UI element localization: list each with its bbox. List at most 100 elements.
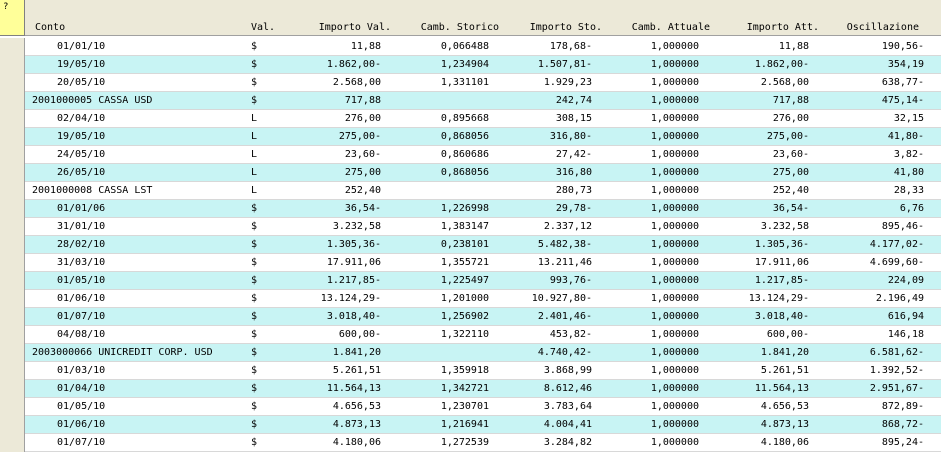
corner-select-button[interactable]: ? xyxy=(0,0,25,36)
cell-conto: 01/01/10 xyxy=(57,41,106,52)
cell-val: $ xyxy=(251,293,258,304)
row-selector[interactable] xyxy=(0,290,25,308)
table-row[interactable]: 04/08/10 $600,00- 1,322110 453,82- 1,000000 6… xyxy=(25,326,941,344)
cell-importo-att: 600,00- xyxy=(766,329,809,340)
cell-importo-val: 2.568,00 xyxy=(332,77,381,88)
column-header-importo-sto[interactable]: Importo Sto. xyxy=(529,22,602,33)
row-selector[interactable] xyxy=(0,254,25,272)
cell-importo-val: 1.862,00- xyxy=(326,59,381,70)
cell-oscillazione: 868,72- xyxy=(881,419,924,430)
cell-importo-sto: 993,76- xyxy=(549,275,592,286)
cell-val: $ xyxy=(251,437,258,448)
cell-conto: 28/02/10 xyxy=(57,239,106,250)
row-selector[interactable] xyxy=(0,344,25,362)
cell-camb-attuale: 1,000000 xyxy=(650,293,699,304)
table-row[interactable]: 01/06/10 $13.124,29- 1,201000 10.927,80- 1,0… xyxy=(25,290,941,308)
row-selector[interactable] xyxy=(0,308,25,326)
cell-camb-storico: 0,868056 xyxy=(440,167,489,178)
account-row[interactable]: 2003000066 UNICREDIT CORP. USD $1.841,20 4… xyxy=(25,344,941,362)
column-header-importo-att[interactable]: Importo Att. xyxy=(746,22,819,33)
cell-importo-sto: 5.482,38- xyxy=(537,239,592,250)
cell-oscillazione: 1.392,52- xyxy=(869,365,924,376)
row-selector[interactable] xyxy=(0,380,25,398)
row-selector[interactable] xyxy=(0,326,25,344)
row-selector[interactable] xyxy=(0,74,25,92)
cell-importo-sto: 8.612,46 xyxy=(543,383,592,394)
table-row[interactable]: 01/06/10 $4.873,13 1,216941 4.004,41 1,00000… xyxy=(25,416,941,434)
cell-camb-attuale: 1,000000 xyxy=(650,419,699,430)
cell-camb-storico: 1,256902 xyxy=(440,311,489,322)
cell-oscillazione: 41,80 xyxy=(893,167,924,178)
cell-importo-sto: 3.868,99 xyxy=(543,365,592,376)
cell-importo-val: 1.217,85- xyxy=(326,275,381,286)
row-selector[interactable] xyxy=(0,434,25,452)
table-row[interactable]: 24/05/10 L 23,60- 0,860686 27,42- 1,000000 23,… xyxy=(25,146,941,164)
row-selector[interactable] xyxy=(0,236,25,254)
table-row[interactable]: 31/03/10 $17.911,06 1,355721 13.211,46 1,000… xyxy=(25,254,941,272)
column-header-conto[interactable]: Conto xyxy=(35,22,66,33)
cell-importo-val: 252,40 xyxy=(344,185,381,196)
table-row[interactable]: 01/07/10 $3.018,40- 1,256902 2.401,46- 1,000… xyxy=(25,308,941,326)
row-selector[interactable] xyxy=(0,146,25,164)
cell-camb-storico: 0,066488 xyxy=(440,41,489,52)
cell-importo-sto: 4.740,42- xyxy=(537,347,592,358)
table-row[interactable]: 19/05/10 $1.862,00- 1,234904 1.507,81- 1,000… xyxy=(25,56,941,74)
cell-camb-storico: 1,359918 xyxy=(440,365,489,376)
account-row[interactable]: 2001000005 CASSA USD $717,88 242,74 1,00000… xyxy=(25,92,941,110)
column-header-oscillazione[interactable]: Oscillazione xyxy=(846,22,919,33)
grid-header: ? Conto Val. Importo Val. Camb. Storico … xyxy=(0,0,941,36)
cell-val: $ xyxy=(251,221,258,232)
table-row[interactable]: 01/01/10 $11,88 0,066488 178,68- 1,000000 11,… xyxy=(25,38,941,56)
cell-importo-sto: 4.004,41 xyxy=(543,419,592,430)
account-row[interactable]: 2001000008 CASSA LST L 252,40 280,73 1,00000… xyxy=(25,182,941,200)
table-row[interactable]: 26/05/10 L 275,00 0,868056 316,80 1,000000 275… xyxy=(25,164,941,182)
table-row[interactable]: 01/04/10 $11.564,13 1,342721 8.612,46 1,0000… xyxy=(25,380,941,398)
row-selector[interactable] xyxy=(0,92,25,110)
cell-camb-attuale: 1,000000 xyxy=(650,401,699,412)
cell-importo-att: 275,00 xyxy=(772,167,809,178)
row-selector[interactable] xyxy=(0,200,25,218)
row-selector[interactable] xyxy=(0,416,25,434)
cell-importo-val: 36,54- xyxy=(344,203,381,214)
cell-camb-storico: 1,272539 xyxy=(440,437,489,448)
cell-importo-sto: 453,82- xyxy=(549,329,592,340)
row-selector[interactable] xyxy=(0,182,25,200)
cell-camb-attuale: 1,000000 xyxy=(650,77,699,88)
row-selector[interactable] xyxy=(0,164,25,182)
table-row[interactable]: 01/03/10 $5.261,51 1,359918 3.868,99 1,00000… xyxy=(25,362,941,380)
row-selector[interactable] xyxy=(0,362,25,380)
row-selector[interactable] xyxy=(0,128,25,146)
cell-oscillazione: 32,15 xyxy=(893,113,924,124)
table-row[interactable]: 31/01/10 $3.232,58 1,383147 2.337,12 1,00000… xyxy=(25,218,941,236)
column-header-importo-val[interactable]: Importo Val. xyxy=(318,22,391,33)
row-selector[interactable] xyxy=(0,218,25,236)
table-row[interactable]: 19/05/10 L 275,00- 0,868056 316,80- 1,000000 2… xyxy=(25,128,941,146)
table-row[interactable]: 20/05/10 $2.568,00 1,331101 1.929,23 1,00000… xyxy=(25,74,941,92)
cell-val: $ xyxy=(251,401,258,412)
table-row[interactable]: 01/05/10 $1.217,85- 1,225497 993,76- 1,00000… xyxy=(25,272,941,290)
table-row[interactable]: 28/02/10 $1.305,36- 0,238101 5.482,38- 1,000… xyxy=(25,236,941,254)
cell-importo-sto: 308,15 xyxy=(555,113,592,124)
cell-importo-val: 600,00- xyxy=(338,329,381,340)
column-header-camb-storico[interactable]: Camb. Storico xyxy=(420,22,499,33)
cell-oscillazione: 3,82- xyxy=(893,149,924,160)
table-row[interactable]: 01/01/06 $36,54- 1,226998 29,78- 1,000000 36,… xyxy=(25,200,941,218)
row-selector[interactable] xyxy=(0,398,25,416)
row-selector[interactable] xyxy=(0,272,25,290)
cell-camb-storico: 1,383147 xyxy=(440,221,489,232)
cell-importo-att: 11.564,13 xyxy=(754,383,809,394)
table-row[interactable]: 01/07/10 $4.180,06 1,272539 3.284,82 1,00000… xyxy=(25,434,941,452)
row-selector[interactable] xyxy=(0,110,25,128)
cell-importo-att: 252,40 xyxy=(772,185,809,196)
table-row[interactable]: 01/05/10 $4.656,53 1,230701 3.783,64 1,00000… xyxy=(25,398,941,416)
row-selector[interactable] xyxy=(0,56,25,74)
row-selector[interactable] xyxy=(0,38,25,56)
column-header-val[interactable]: Val. xyxy=(251,22,276,33)
table-row[interactable]: 02/04/10 L 276,00 0,895668 308,15 1,000000 276… xyxy=(25,110,941,128)
cell-oscillazione: 2.951,67- xyxy=(869,383,924,394)
cell-importo-sto: 3.783,64 xyxy=(543,401,592,412)
column-header-camb-attuale[interactable]: Camb. Attuale xyxy=(631,22,710,33)
cell-importo-att: 4.656,53 xyxy=(760,401,809,412)
cell-camb-attuale: 1,000000 xyxy=(650,221,699,232)
cell-importo-sto: 2.337,12 xyxy=(543,221,592,232)
